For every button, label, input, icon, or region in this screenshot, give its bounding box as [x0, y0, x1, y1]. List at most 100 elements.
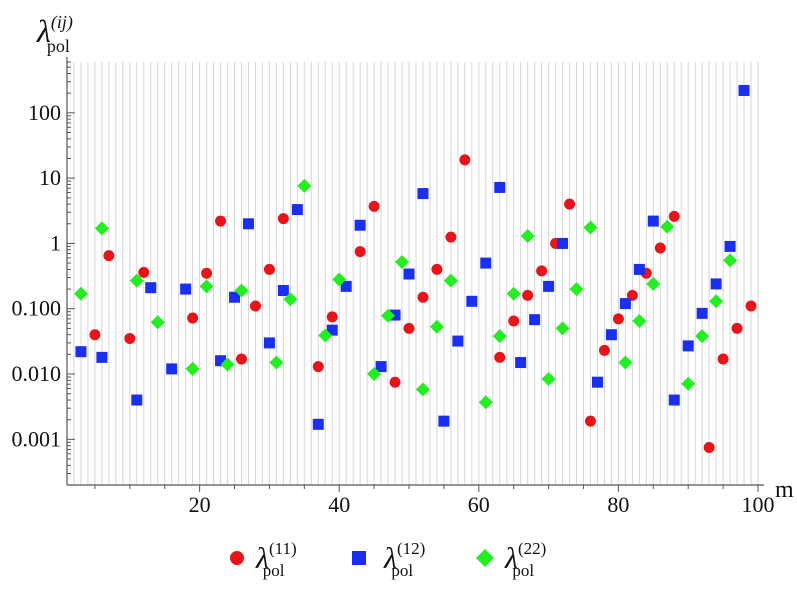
point-series-3 — [541, 371, 556, 386]
point-series-1 — [124, 333, 136, 345]
point-series-3 — [506, 286, 521, 301]
point-series-1 — [354, 246, 366, 258]
point-series-3 — [185, 361, 200, 376]
point-series-3 — [443, 273, 458, 288]
point-series-1 — [731, 322, 743, 334]
point-series-3 — [94, 221, 109, 236]
axis-tick-labels: 20 40 60 80 100 0.001 0.010 0.100 1 10 100 — [12, 100, 775, 517]
point-series-2 — [647, 215, 659, 227]
point-series-1 — [187, 312, 199, 324]
point-series-2 — [515, 357, 527, 369]
axes — [66, 57, 764, 486]
legend: λ(11) pol λ(12) pol λ(22) pol — [230, 539, 546, 580]
point-series-2 — [738, 84, 750, 96]
point-series-2 — [277, 285, 289, 297]
point-series-3 — [129, 273, 144, 288]
x-axis-title: m — [775, 477, 794, 503]
y-tick-label: 0.010 — [12, 361, 62, 386]
point-series-2 — [375, 361, 387, 373]
point-series-2 — [312, 418, 324, 430]
axis-ticks — [67, 61, 759, 492]
legend-label-series-3: λ(22) pol — [504, 539, 546, 580]
point-series-3 — [695, 329, 710, 344]
point-series-1 — [431, 263, 443, 275]
point-series-3 — [332, 272, 347, 287]
point-series-2 — [438, 415, 450, 427]
legend-marker-square — [352, 551, 366, 565]
point-series-3 — [199, 279, 214, 294]
point-series-2 — [591, 376, 603, 388]
point-series-1 — [89, 329, 101, 341]
point-series-2 — [682, 340, 694, 352]
point-series-2 — [480, 257, 492, 269]
point-series-3 — [569, 282, 584, 297]
point-series-2 — [605, 329, 617, 341]
point-series-2 — [389, 309, 401, 321]
point-series-3 — [709, 294, 724, 309]
point-series-1 — [494, 351, 506, 363]
point-series-1 — [668, 210, 680, 222]
point-series-3 — [555, 321, 570, 336]
point-series-3 — [492, 329, 507, 344]
point-series-1 — [703, 442, 715, 454]
point-series-3 — [723, 253, 738, 268]
point-series-2 — [710, 278, 722, 290]
point-series-1 — [612, 313, 624, 325]
point-series-2 — [529, 314, 541, 326]
point-series-3 — [660, 219, 675, 234]
point-series-3 — [73, 286, 88, 301]
point-series-3 — [681, 376, 696, 391]
point-series-1 — [459, 154, 471, 166]
y-tick-label: 1 — [50, 230, 61, 255]
point-series-1 — [368, 200, 380, 212]
point-series-1 — [403, 322, 415, 334]
point-series-1 — [654, 242, 666, 254]
point-series-2 — [75, 346, 87, 358]
y-tick-label: 10 — [39, 165, 61, 190]
point-series-2 — [326, 324, 338, 336]
x-tick-label: 80 — [607, 492, 629, 517]
point-series-3 — [297, 178, 312, 193]
point-series-3 — [283, 292, 298, 307]
point-series-2 — [696, 307, 708, 319]
point-series-3 — [381, 308, 396, 323]
point-series-2 — [417, 188, 429, 200]
point-series-2 — [166, 363, 178, 375]
y-tick-label: 100 — [28, 100, 61, 125]
point-series-3 — [220, 357, 235, 372]
point-series-3 — [583, 220, 598, 235]
point-series-1 — [277, 213, 289, 225]
x-tick-label: 20 — [189, 492, 211, 517]
point-series-2 — [145, 282, 157, 294]
x-tick-label: 40 — [328, 492, 350, 517]
point-series-1 — [215, 215, 227, 227]
point-series-1 — [564, 198, 576, 210]
point-series-2 — [354, 219, 366, 231]
legend-marker-circle — [230, 551, 244, 565]
point-series-3 — [269, 355, 284, 370]
point-series-1 — [717, 353, 729, 365]
point-series-2 — [215, 355, 227, 367]
point-series-2 — [229, 291, 241, 303]
point-series-2 — [263, 337, 275, 349]
legend-label-series-2: λ(12) pol — [383, 539, 425, 580]
point-series-1 — [745, 300, 757, 312]
point-series-1 — [201, 267, 213, 279]
point-series-1 — [103, 250, 115, 262]
point-series-3 — [395, 254, 410, 269]
point-series-1 — [138, 266, 150, 278]
point-series-3 — [646, 276, 661, 291]
point-series-1 — [235, 353, 247, 365]
point-series-3 — [367, 367, 382, 382]
legend-label-series-1: λ(11) pol — [255, 539, 297, 580]
point-series-2 — [668, 394, 680, 406]
point-series-2 — [131, 394, 143, 406]
point-series-1 — [249, 300, 261, 312]
point-series-3 — [234, 283, 249, 298]
point-series-1 — [263, 263, 275, 275]
point-series-2 — [452, 335, 464, 347]
y-tick-label: 0.001 — [12, 426, 62, 451]
point-series-2 — [403, 268, 415, 280]
point-series-2 — [633, 263, 645, 275]
